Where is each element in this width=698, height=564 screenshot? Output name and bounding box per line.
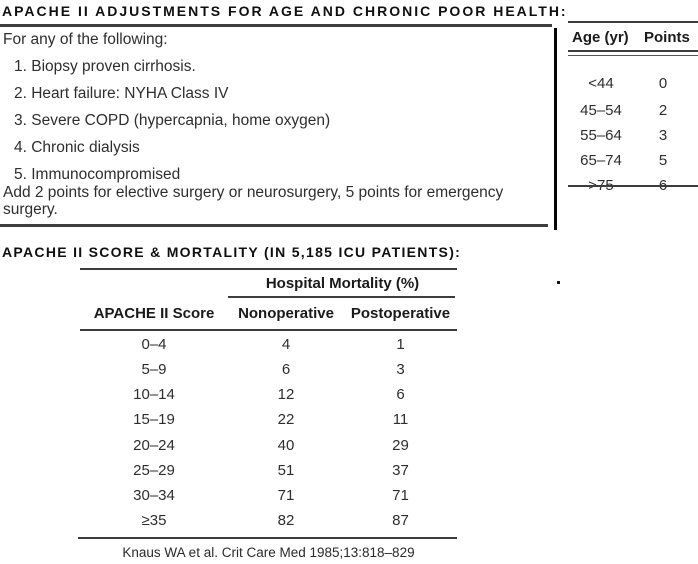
adjustments-item: 4. Chronic dialysis [14,139,140,156]
postoperative-cell: 37 [392,462,409,479]
score-cell: ≥35 [141,512,167,529]
nonoperative-cell: 4 [281,336,291,353]
hospital-mortality-span-header: Hospital Mortality (%) [265,275,420,292]
score-cell: 20–24 [133,437,175,454]
score-cell: 10–14 [133,386,175,403]
citation: Knaus WA et al. Crit Care Med 1985;13:81… [122,545,415,560]
mortality-table-row: 20–24 40 29 [78,437,459,454]
adjustments-item: 1. Biopsy proven cirrhosis. [14,58,196,75]
age-cell: <44 [588,75,614,92]
age-cell: 45–54 [580,102,622,119]
mortality-table: Hospital Mortality (%) APACHE II Score N… [78,266,459,564]
nonoperative-cell: 71 [277,487,295,504]
postoperative-cell: 3 [396,361,405,378]
adjustments-intro: For any of the following: [3,31,168,48]
postoperative-cell: 29 [392,437,409,454]
points-cell: 0 [658,75,668,92]
postoperative-column-header: Postoperative [350,305,451,322]
mortality-span-rule [228,296,455,298]
postoperative-cell: 11 [392,411,409,428]
mortality-table-header-row: APACHE II Score Nonoperative Postoperati… [78,305,459,322]
adjustments-title-rule [0,24,552,27]
mortality-table-row: 25–29 51 37 [78,462,459,479]
nonoperative-cell: 12 [277,386,295,403]
postoperative-cell: 87 [392,512,409,529]
mortality-table-row: 30–34 71 71 [78,487,459,504]
points-column-header: Points [644,29,690,46]
mortality-table-top-rule [80,268,457,270]
adjustments-surgery-note: Add 2 points for elective surgery or neu… [3,184,504,218]
mortality-table-bottom-rule [78,537,457,539]
age-table-row: 55–64 3 [565,127,698,144]
mortality-table-row: 15–19 22 11 [78,411,459,428]
nonoperative-cell: 6 [281,361,291,378]
score-cell: 0–4 [141,336,167,353]
nonoperative-cell: 51 [277,462,295,479]
points-cell: 5 [658,152,668,169]
adjustments-item: 5. Immunocompromised [14,166,181,183]
adjustments-section-title: APACHE II ADJUSTMENTS FOR AGE AND CHRONI… [2,3,568,19]
points-cell: 2 [658,102,668,119]
vertical-divider [554,28,557,230]
adjustments-bottom-rule [0,224,548,227]
score-cell: 25–29 [133,462,175,479]
score-cell: 5–9 [141,361,167,378]
age-column-header: Age (yr) [572,29,629,46]
nonoperative-column-header: Nonoperative [238,305,334,322]
nonoperative-cell: 82 [277,512,295,529]
adjustments-item: 3. Severe COPD (hypercapnia, home oxygen… [14,112,331,129]
age-table-bottom-rule [568,185,698,187]
points-cell: 3 [658,127,668,144]
postoperative-cell: 6 [396,386,405,403]
age-table-row: <44 0 [565,75,698,92]
mortality-table-row: 5–9 6 3 [78,361,459,378]
mortality-section-title: APACHE II SCORE & MORTALITY (IN 5,185 IC… [2,244,462,260]
age-cell: 55–64 [580,127,622,144]
age-points-table: Age (yr) Points <44 0 45–54 2 55–64 3 65… [565,18,698,194]
mortality-table-row: ≥35 82 87 [78,512,459,529]
adjustments-item: 2. Heart failure: NYHA Class IV [14,85,229,102]
age-table-row: 65–74 5 [565,152,698,169]
mortality-table-row: 0–4 4 1 [78,336,459,353]
mortality-table-row: 10–14 12 6 [78,386,459,403]
score-cell: 30–34 [133,487,175,504]
nonoperative-cell: 22 [277,411,295,428]
age-table-row: 45–54 2 [565,102,698,119]
postoperative-cell: 71 [392,487,409,504]
age-cell: 65–74 [580,152,622,169]
nonoperative-cell: 40 [277,437,295,454]
stray-dot-artifact [557,281,560,284]
score-cell: 15–19 [133,411,175,428]
age-table-header-rule [568,50,698,56]
postoperative-cell: 1 [396,336,405,353]
age-table-top-rule [568,21,698,23]
score-column-header: APACHE II Score [93,305,215,322]
mortality-header-rule [80,329,457,331]
